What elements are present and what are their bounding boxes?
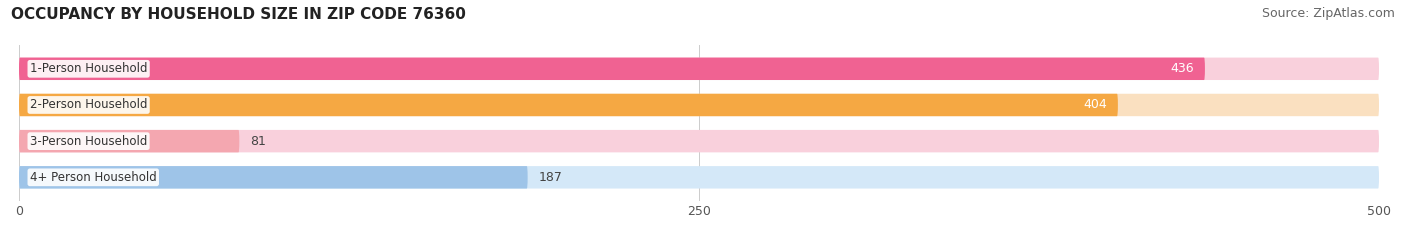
Text: 81: 81: [250, 135, 266, 148]
Text: 4+ Person Household: 4+ Person Household: [30, 171, 156, 184]
FancyBboxPatch shape: [20, 130, 239, 152]
Text: 2-Person Household: 2-Person Household: [30, 99, 148, 111]
Text: 436: 436: [1170, 62, 1194, 75]
Text: 187: 187: [538, 171, 562, 184]
FancyBboxPatch shape: [20, 166, 1379, 188]
FancyBboxPatch shape: [20, 130, 1379, 152]
FancyBboxPatch shape: [20, 166, 527, 188]
FancyBboxPatch shape: [20, 94, 1379, 116]
FancyBboxPatch shape: [20, 58, 1205, 80]
Text: 1-Person Household: 1-Person Household: [30, 62, 148, 75]
FancyBboxPatch shape: [20, 94, 1118, 116]
Text: 3-Person Household: 3-Person Household: [30, 135, 148, 148]
FancyBboxPatch shape: [20, 58, 1379, 80]
Text: Source: ZipAtlas.com: Source: ZipAtlas.com: [1261, 7, 1395, 20]
Text: OCCUPANCY BY HOUSEHOLD SIZE IN ZIP CODE 76360: OCCUPANCY BY HOUSEHOLD SIZE IN ZIP CODE …: [11, 7, 467, 22]
Text: 404: 404: [1083, 99, 1107, 111]
